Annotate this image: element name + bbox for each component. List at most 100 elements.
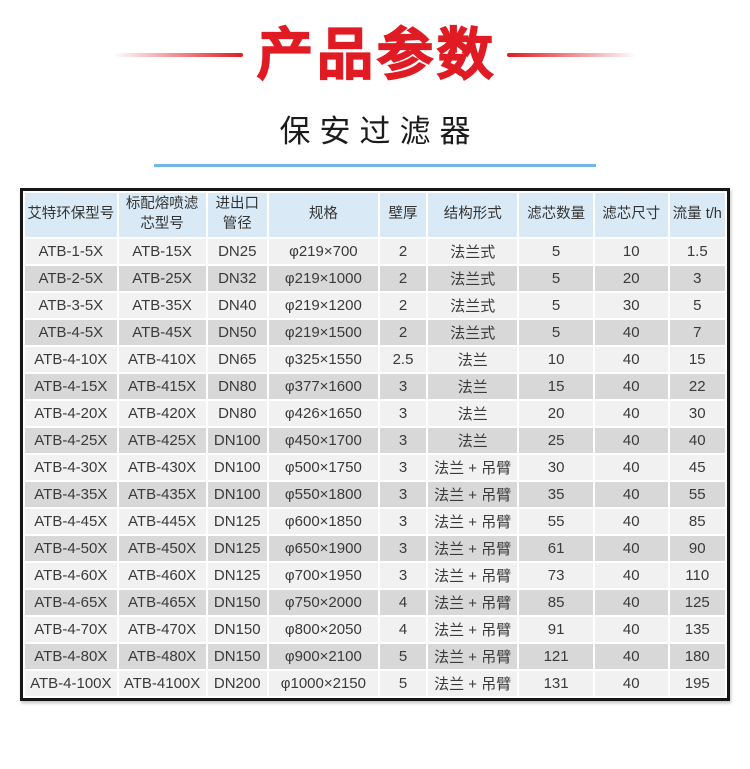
table-cell: 法兰 + 吊臂 xyxy=(428,671,518,696)
table-header-row: 艾特环保型号 标配熔喷滤芯型号 进出口管径 规格 壁厚 结构形式 滤芯数量 滤芯尺寸 流量 t/… xyxy=(25,193,725,237)
table-cell: ATB-4-5X xyxy=(25,320,117,345)
table-cell: DN125 xyxy=(207,563,267,588)
table-cell: 40 xyxy=(595,671,668,696)
table-cell: ATB-4-65X xyxy=(25,590,117,615)
table-row: ATB-4-35X ATB-435X DN100 φ550×1800 3 法兰 + 吊臂 3… xyxy=(25,482,725,507)
table-cell: DN80 xyxy=(207,401,267,426)
table-cell: 40 xyxy=(595,590,668,615)
table-cell: 15 xyxy=(669,347,725,372)
table-cell: ATB-435X xyxy=(118,482,206,507)
table-cell: 85 xyxy=(519,590,594,615)
table-cell: ATB-4100X xyxy=(118,671,206,696)
table-cell: 3 xyxy=(379,455,427,480)
table-cell: 40 xyxy=(595,320,668,345)
table-row: ATB-3-5X ATB-35X DN40 φ219×1200 2 法兰式 5 30 5 xyxy=(25,293,725,318)
table-cell: φ700×1950 xyxy=(269,563,378,588)
table-cell: 5 xyxy=(519,320,594,345)
table-cell: 法兰 + 吊臂 xyxy=(428,536,518,561)
table-cell: ATB-480X xyxy=(118,644,206,669)
table-cell: 73 xyxy=(519,563,594,588)
table-cell: ATB-415X xyxy=(118,374,206,399)
table-cell: 40 xyxy=(595,455,668,480)
table-cell: 61 xyxy=(519,536,594,561)
table-cell: 125 xyxy=(669,590,725,615)
table-cell: φ377×1600 xyxy=(269,374,378,399)
table-cell: 法兰 + 吊臂 xyxy=(428,482,518,507)
table-cell: ATB-3-5X xyxy=(25,293,117,318)
table-cell: 180 xyxy=(669,644,725,669)
table-cell: DN100 xyxy=(207,455,267,480)
table-cell: 3 xyxy=(379,563,427,588)
title-decor-line-left xyxy=(113,53,243,57)
table-cell: 3 xyxy=(379,428,427,453)
table-cell: ATB-445X xyxy=(118,509,206,534)
table-cell: 法兰 + 吊臂 xyxy=(428,455,518,480)
table-cell: 40 xyxy=(595,509,668,534)
table-cell: DN80 xyxy=(207,374,267,399)
section-subtitle: 保安过滤器 xyxy=(279,114,480,149)
table-cell: 22 xyxy=(669,374,725,399)
column-header: 壁厚 xyxy=(379,193,427,237)
table-cell: ATB-4-10X xyxy=(25,347,117,372)
table-cell: 法兰式 xyxy=(428,239,518,264)
table-cell: 90 xyxy=(669,536,725,561)
table-cell: φ600×1850 xyxy=(269,509,378,534)
table-cell: ATB-470X xyxy=(118,617,206,642)
column-header: 滤芯尺寸 xyxy=(595,193,668,237)
table-cell: 2 xyxy=(379,293,427,318)
table-cell: 25 xyxy=(519,428,594,453)
table-row: ATB-4-25X ATB-425X DN100 φ450×1700 3 法兰 25 40 40 xyxy=(25,428,725,453)
table-cell: DN32 xyxy=(207,266,267,291)
table-cell: DN25 xyxy=(207,239,267,264)
table-cell: 85 xyxy=(669,509,725,534)
table-cell: 法兰 + 吊臂 xyxy=(428,563,518,588)
table-cell: φ650×1900 xyxy=(269,536,378,561)
table-cell: ATB-4-45X xyxy=(25,509,117,534)
table-cell: DN100 xyxy=(207,428,267,453)
table-cell: ATB-4-15X xyxy=(25,374,117,399)
table-cell: 2 xyxy=(379,266,427,291)
title-decor-line-right xyxy=(507,53,637,57)
table-cell: 1.5 xyxy=(669,239,725,264)
table-cell: 10 xyxy=(595,239,668,264)
table-cell: 4 xyxy=(379,590,427,615)
table-cell: 4 xyxy=(379,617,427,642)
table-cell: φ426×1650 xyxy=(269,401,378,426)
table-cell: 40 xyxy=(595,563,668,588)
table-cell: 91 xyxy=(519,617,594,642)
table-cell: 10 xyxy=(519,347,594,372)
table-row: ATB-2-5X ATB-25X DN32 φ219×1000 2 法兰式 5 20 3 xyxy=(25,266,725,291)
table-cell: DN125 xyxy=(207,536,267,561)
table-cell: 法兰式 xyxy=(428,293,518,318)
table-cell: 135 xyxy=(669,617,725,642)
table-cell: DN50 xyxy=(207,320,267,345)
table-cell: DN150 xyxy=(207,617,267,642)
table-cell: DN65 xyxy=(207,347,267,372)
table-cell: 40 xyxy=(595,428,668,453)
table-cell: 法兰 + 吊臂 xyxy=(428,509,518,534)
table-cell: 15 xyxy=(519,374,594,399)
table-cell: 5 xyxy=(519,266,594,291)
table-cell: φ800×2050 xyxy=(269,617,378,642)
table-cell: DN100 xyxy=(207,482,267,507)
table-cell: φ450×1700 xyxy=(269,428,378,453)
table-cell: 35 xyxy=(519,482,594,507)
table-cell: φ219×700 xyxy=(269,239,378,264)
page-title: 产品参数 xyxy=(256,23,497,86)
table-cell: 法兰式 xyxy=(428,320,518,345)
table-cell: ATB-45X xyxy=(118,320,206,345)
table-row: ATB-4-100X ATB-4100X DN200 φ1000×2150 5 法兰 + … xyxy=(25,671,725,696)
table-cell: 2 xyxy=(379,239,427,264)
table-cell: ATB-2-5X xyxy=(25,266,117,291)
table-cell: 2.5 xyxy=(379,347,427,372)
table-row: ATB-1-5X ATB-15X DN25 φ219×700 2 法兰式 5 10 1.5 xyxy=(25,239,725,264)
table-cell: 3 xyxy=(379,401,427,426)
table-cell: ATB-4-35X xyxy=(25,482,117,507)
table-cell: 3 xyxy=(379,536,427,561)
table-cell: 3 xyxy=(379,509,427,534)
table-cell: 5 xyxy=(669,293,725,318)
table-cell: 40 xyxy=(595,482,668,507)
table-cell: 55 xyxy=(669,482,725,507)
table-row: ATB-4-80X ATB-480X DN150 φ900×2100 5 法兰 + 吊臂 1… xyxy=(25,644,725,669)
table-cell: 40 xyxy=(595,644,668,669)
